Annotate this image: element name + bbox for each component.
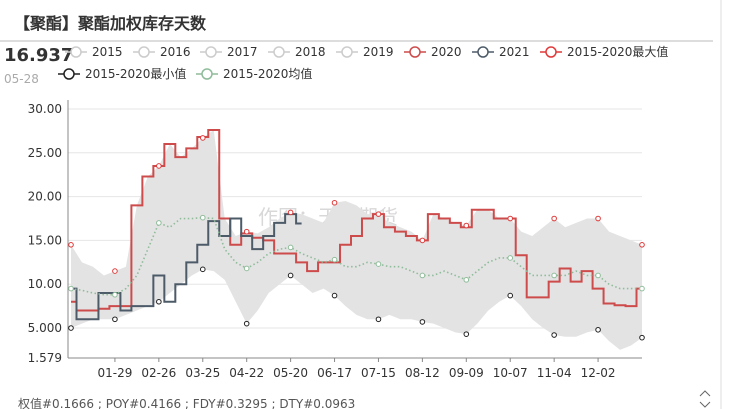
y-tick-label: 30.00 xyxy=(28,102,62,116)
y-tick-label: 5.000 xyxy=(28,321,62,335)
series-point xyxy=(156,163,162,169)
series-point xyxy=(112,268,118,274)
series-point xyxy=(331,199,338,206)
series-point xyxy=(287,209,294,216)
series-point xyxy=(375,316,382,323)
legend-icon-dot[interactable] xyxy=(70,46,82,58)
x-tick-label: 08-12 xyxy=(405,366,440,380)
legend-icon-dot[interactable] xyxy=(138,46,150,58)
legend-label[interactable]: 2016 xyxy=(160,45,191,59)
series-point xyxy=(243,265,250,272)
series-point xyxy=(68,285,74,292)
legend-label[interactable]: 2015-2020均值 xyxy=(223,66,312,81)
series-point xyxy=(243,228,250,235)
legend-icon-dot[interactable] xyxy=(545,46,557,58)
legend-icon-dot[interactable] xyxy=(205,46,217,58)
legend-label[interactable]: 2021 xyxy=(499,45,530,59)
chart-title: 【聚酯】聚酯加权库存天数 xyxy=(14,14,207,33)
legend-label[interactable]: 2015 xyxy=(92,45,123,59)
legend-icon-dot[interactable] xyxy=(273,46,285,58)
series-point xyxy=(68,241,74,248)
legend-label[interactable]: 2015-2020最大值 xyxy=(567,44,668,59)
series-point xyxy=(595,326,601,333)
legend-icon-dot[interactable] xyxy=(341,46,353,58)
y-tick-label: 15.00 xyxy=(28,233,62,247)
series-point xyxy=(419,319,426,325)
series-line xyxy=(71,129,642,312)
legend-icon-dot[interactable] xyxy=(63,68,75,80)
x-tick-label: 12-02 xyxy=(581,366,616,380)
series-point xyxy=(199,135,206,141)
series-line xyxy=(70,216,642,296)
series-point xyxy=(375,211,382,217)
y-tick-label: 25.00 xyxy=(28,146,62,160)
x-tick-label: 05-20 xyxy=(273,366,308,380)
series-point xyxy=(463,331,470,337)
series-point xyxy=(112,291,118,298)
x-tick-label: 01-29 xyxy=(97,366,132,380)
footnote: 权值#0.1666 ; POY#0.4166 ; FDY#0.3295 ; DT… xyxy=(18,396,355,409)
x-tick-label: 06-17 xyxy=(317,366,352,380)
series-point xyxy=(419,237,426,244)
series-point xyxy=(156,220,162,226)
latest-date: 05-28 xyxy=(4,72,39,86)
y-tick-label: 1.579 xyxy=(28,351,62,365)
series-point xyxy=(419,272,426,279)
series-point xyxy=(551,332,557,338)
x-tick-label: 02-26 xyxy=(141,366,176,380)
legend-icon-dot[interactable] xyxy=(201,68,213,80)
series-point xyxy=(112,316,118,323)
legend-label[interactable]: 2018 xyxy=(295,45,326,59)
legend-icon-dot[interactable] xyxy=(409,46,421,58)
series-point xyxy=(243,320,250,327)
legend-label[interactable]: 2015-2020最小值 xyxy=(85,66,186,81)
series-point xyxy=(331,256,338,263)
latest-value: 16.937 xyxy=(4,45,73,66)
series-point xyxy=(331,292,338,299)
series-point xyxy=(375,261,382,267)
y-tick-label: 20.00 xyxy=(28,190,62,204)
series-point xyxy=(287,272,294,279)
series-point xyxy=(463,277,470,283)
series-point xyxy=(507,255,514,261)
series-point xyxy=(639,285,645,292)
series-point xyxy=(199,214,206,221)
scroll-down[interactable] xyxy=(699,401,711,408)
scroll-up[interactable] xyxy=(699,390,711,397)
legend-icon-dot[interactable] xyxy=(477,46,489,58)
series-point xyxy=(507,292,514,299)
series-point xyxy=(639,334,645,341)
x-tick-label: 11-04 xyxy=(537,366,572,380)
series-point xyxy=(199,266,206,273)
series-point xyxy=(595,215,601,222)
x-tick-label: 04-22 xyxy=(229,366,264,380)
series-point xyxy=(639,241,645,248)
legend-label[interactable]: 2017 xyxy=(227,45,258,59)
series-point xyxy=(595,272,601,279)
x-tick-label: 09-09 xyxy=(449,366,484,380)
range-band xyxy=(71,130,642,350)
series-point xyxy=(287,244,294,251)
legend-label[interactable]: 2020 xyxy=(431,45,462,59)
series-point xyxy=(68,325,74,331)
series-point xyxy=(463,222,470,229)
y-tick-label: 10.00 xyxy=(28,277,62,291)
series-point xyxy=(551,272,557,279)
x-tick-label: 07-15 xyxy=(361,366,396,380)
x-tick-label: 10-07 xyxy=(493,366,528,380)
series-point xyxy=(551,215,557,222)
series-point xyxy=(156,298,162,305)
series-point xyxy=(507,215,514,222)
x-tick-label: 03-25 xyxy=(185,366,220,380)
legend-label[interactable]: 2019 xyxy=(363,45,394,59)
